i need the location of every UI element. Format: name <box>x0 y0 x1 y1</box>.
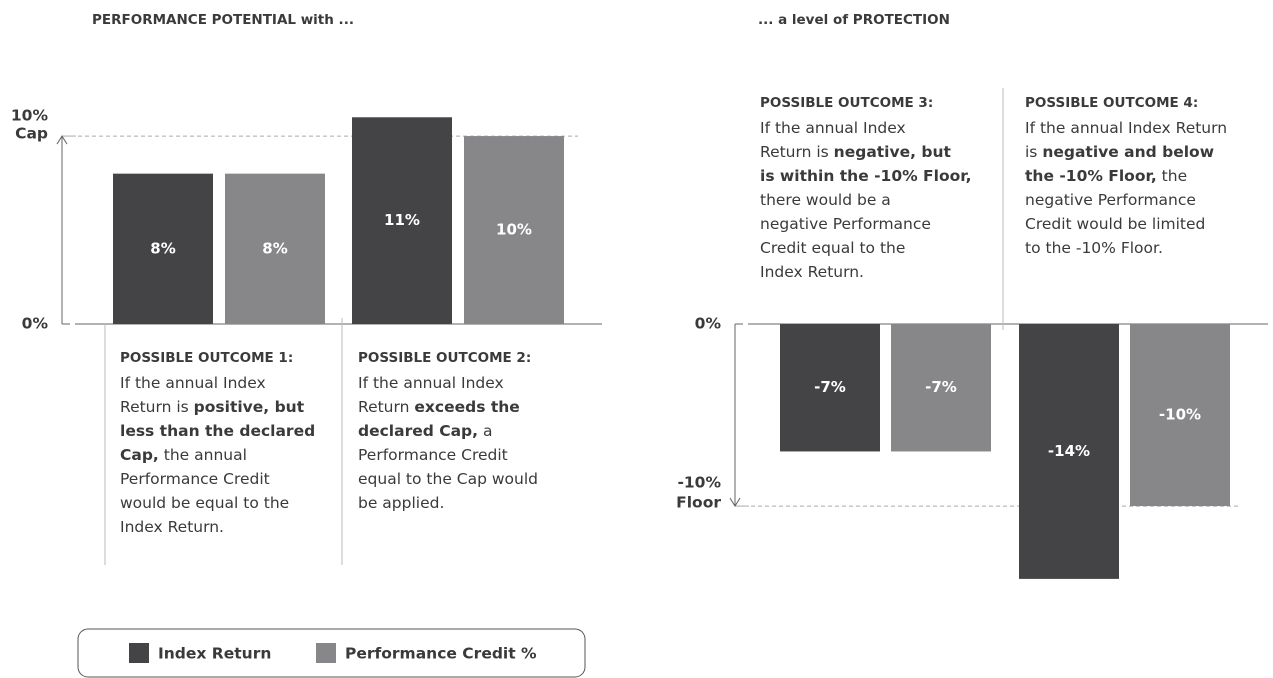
bar <box>1019 324 1119 579</box>
outcome-line: less than the declared <box>120 422 315 440</box>
text-segment: If the annual Index Return <box>1025 119 1227 137</box>
outcome-heading: POSSIBLE OUTCOME 3: <box>760 95 933 111</box>
text-segment: declared Cap, <box>358 422 478 440</box>
value-label: -10% <box>1159 406 1201 424</box>
y-tick-label: 10% <box>11 107 49 125</box>
threshold-label: Cap <box>15 125 48 143</box>
value-label: 8% <box>150 239 175 257</box>
outcome-line: Index Return. <box>760 263 864 281</box>
bar <box>225 173 325 324</box>
text-segment: If the annual Index <box>358 374 504 392</box>
text-segment: If the annual Index <box>760 119 906 137</box>
text-segment: negative Performance <box>1025 191 1196 209</box>
outcome-line: is within the -10% Floor, <box>760 167 972 185</box>
text-segment: Credit equal to the <box>760 239 905 257</box>
text-segment: Credit would be limited <box>1025 215 1205 233</box>
outcome-heading: POSSIBLE OUTCOME 1: <box>120 350 293 366</box>
arrow-head <box>729 497 741 508</box>
text-segment: Return is <box>120 398 194 416</box>
outcome-line: Return is negative, but <box>760 143 952 161</box>
outcome-line: would be equal to the <box>120 494 289 512</box>
outcome-line: to the -10% Floor. <box>1025 239 1163 257</box>
outcome-line: the -10% Floor, the <box>1025 167 1187 185</box>
threshold-label: Floor <box>676 494 721 512</box>
text-segment: is within the -10% Floor, <box>760 167 972 185</box>
chart-title: ... a level of PROTECTION <box>758 12 950 28</box>
outcome-line: Return is positive, but <box>120 398 305 416</box>
text-segment: is <box>1025 143 1042 161</box>
text-segment: negative and below <box>1042 143 1214 161</box>
outcome-line: Performance Credit <box>120 470 270 488</box>
text-segment: Performance Credit <box>120 470 270 488</box>
outcome-line: Credit would be limited <box>1025 215 1205 233</box>
outcome-line: Return exceeds the <box>358 398 520 416</box>
text-segment: less than the declared <box>120 422 315 440</box>
text-segment: be applied. <box>358 494 444 512</box>
outcome-line: is negative and below <box>1025 143 1214 161</box>
bar <box>891 324 991 452</box>
y-tick-label: 0% <box>22 315 49 333</box>
outcome-line: If the annual Index <box>358 374 504 392</box>
arrow-head <box>56 135 68 145</box>
y-tick-label: -10% <box>677 474 721 492</box>
bar <box>780 324 880 452</box>
outcome-line: be applied. <box>358 494 444 512</box>
outcome-line: Credit equal to the <box>760 239 905 257</box>
legend-box <box>77 628 586 678</box>
y-tick-label: 0% <box>695 315 722 333</box>
value-label: -7% <box>925 378 957 396</box>
text-segment: Performance Credit <box>358 446 508 464</box>
value-label: -14% <box>1048 442 1090 460</box>
text-segment: Index Return. <box>120 518 224 536</box>
bar <box>352 117 452 324</box>
text-segment: the <box>1157 167 1187 185</box>
outcome-line: there would be a <box>760 191 891 209</box>
value-label: 8% <box>262 239 287 257</box>
text-segment: positive, but <box>194 398 305 416</box>
value-label: -7% <box>814 378 846 396</box>
outcome-line: Index Return. <box>120 518 224 536</box>
chart-title: PERFORMANCE POTENTIAL with ... <box>92 12 354 28</box>
outcome-line: Cap, the annual <box>120 446 247 464</box>
text-segment: negative Performance <box>760 215 931 233</box>
bar <box>1130 324 1230 507</box>
outcome-line: If the annual Index <box>760 119 906 137</box>
legend-swatch <box>129 643 149 663</box>
outcome-line: equal to the Cap would <box>358 470 538 488</box>
value-label: 10% <box>496 221 532 239</box>
legend-label: Index Return <box>158 645 271 663</box>
bar <box>464 136 564 324</box>
text-segment: exceeds the <box>414 398 519 416</box>
text-segment: Return is <box>760 143 834 161</box>
text-segment: equal to the Cap would <box>358 470 538 488</box>
outcome-heading: POSSIBLE OUTCOME 4: <box>1025 95 1198 111</box>
text-segment: Index Return. <box>760 263 864 281</box>
text-segment: there would be a <box>760 191 891 209</box>
text-segment: the annual <box>159 446 247 464</box>
text-segment: to the -10% Floor. <box>1025 239 1163 257</box>
text-segment: a <box>478 422 492 440</box>
outcome-line: If the annual Index <box>120 374 266 392</box>
text-segment: Cap, <box>120 446 159 464</box>
text-segment: Return <box>358 398 414 416</box>
bar <box>113 173 213 324</box>
outcome-line: Performance Credit <box>358 446 508 464</box>
outcome-line: negative Performance <box>1025 191 1196 209</box>
legend-swatch <box>316 643 336 663</box>
outcome-line: If the annual Index Return <box>1025 119 1227 137</box>
text-segment: negative, but <box>834 143 952 161</box>
value-label: 11% <box>384 211 420 229</box>
outcome-line: negative Performance <box>760 215 931 233</box>
text-segment: would be equal to the <box>120 494 289 512</box>
text-segment: If the annual Index <box>120 374 266 392</box>
outcome-line: declared Cap, a <box>358 422 492 440</box>
outcome-heading: POSSIBLE OUTCOME 2: <box>358 350 531 366</box>
legend-label: Performance Credit % <box>345 645 537 663</box>
text-segment: the -10% Floor, <box>1025 167 1157 185</box>
